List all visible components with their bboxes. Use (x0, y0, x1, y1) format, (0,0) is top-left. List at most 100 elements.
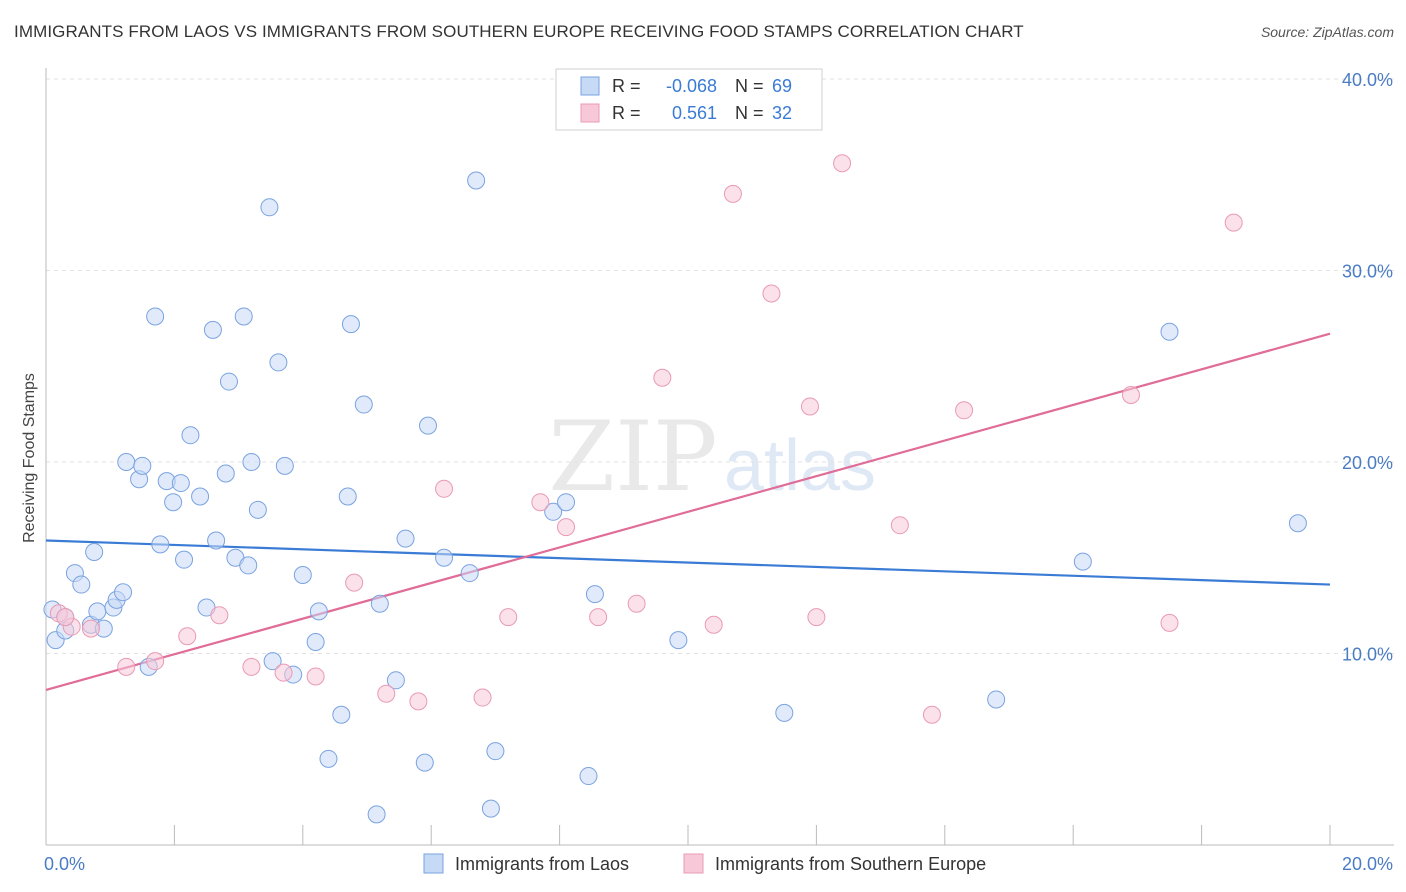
point-laos (415, 753, 434, 772)
stats-n-label-blue: N = (735, 76, 764, 96)
point-southern-europe (704, 615, 723, 634)
point-laos (481, 799, 500, 818)
point-laos (557, 493, 576, 512)
chart-title: IMMIGRANTS FROM LAOS VS IMMIGRANTS FROM … (14, 22, 1024, 41)
point-laos (306, 633, 325, 652)
stats-r-value-pink: 0.561 (672, 103, 717, 123)
point-southern-europe (81, 619, 100, 638)
y-axis-label: Receiving Food Stamps (21, 373, 38, 543)
point-laos (72, 575, 91, 594)
point-southern-europe (1121, 385, 1140, 404)
point-southern-europe (377, 684, 396, 703)
point-laos (191, 487, 210, 506)
point-laos (460, 564, 479, 583)
point-laos (203, 320, 222, 339)
point-laos (234, 307, 253, 326)
series-legend: Immigrants from Laos Immigrants from Sou… (423, 853, 986, 874)
point-laos (775, 703, 794, 722)
data-points (43, 154, 1307, 824)
point-southern-europe (531, 493, 550, 512)
point-laos (239, 556, 258, 575)
point-laos (117, 453, 136, 471)
point-laos (319, 749, 338, 768)
point-laos (987, 690, 1006, 709)
point-laos (88, 602, 107, 621)
point-laos (181, 426, 200, 445)
point-laos (1288, 514, 1307, 533)
point-laos (260, 198, 279, 217)
point-laos (435, 548, 454, 567)
point-laos (370, 594, 389, 613)
point-southern-europe (1224, 213, 1243, 232)
point-laos (669, 631, 688, 650)
point-southern-europe (499, 608, 518, 627)
point-laos (263, 652, 282, 671)
point-laos (171, 474, 190, 493)
stats-swatch-pink (580, 103, 600, 123)
point-southern-europe (117, 657, 136, 676)
point-laos (386, 671, 405, 690)
point-southern-europe (723, 184, 742, 203)
point-southern-europe (833, 154, 852, 173)
point-laos (175, 550, 194, 569)
point-southern-europe (146, 652, 165, 671)
point-laos (216, 464, 235, 483)
legend-swatch-laos (423, 853, 444, 874)
point-laos (293, 565, 312, 584)
legend-label-laos: Immigrants from Laos (455, 854, 629, 874)
legend-label-southern-europe: Immigrants from Southern Europe (715, 854, 986, 874)
point-laos (207, 531, 226, 550)
point-southern-europe (890, 516, 909, 535)
axes (45, 68, 1394, 846)
point-laos (332, 705, 351, 724)
stats-swatch-blue (580, 76, 600, 96)
source-credit: Source: ZipAtlas.com (1260, 24, 1394, 40)
point-laos (242, 453, 261, 471)
point-southern-europe (274, 663, 293, 682)
point-laos (396, 529, 415, 548)
point-southern-europe (653, 368, 672, 387)
point-laos (354, 395, 373, 414)
point-laos (341, 315, 360, 334)
point-laos (585, 585, 604, 604)
point-laos (85, 543, 104, 562)
y-tick-label: 20.0% (1342, 453, 1393, 473)
stats-r-value-blue: -0.068 (666, 76, 717, 96)
point-laos (579, 767, 598, 786)
y-tick-label: 40.0% (1342, 70, 1393, 90)
tick-labels: 10.0% 20.0% 30.0% 40.0% 0.0% 20.0% (44, 70, 1393, 874)
point-southern-europe (955, 401, 974, 420)
stats-legend: R = -0.068 N = 69 R = 0.561 N = 32 (555, 68, 823, 131)
point-laos (151, 535, 170, 554)
point-laos (544, 502, 563, 521)
point-laos (248, 500, 267, 519)
point-southern-europe (762, 284, 781, 303)
stats-legend-frame (555, 68, 823, 131)
point-laos (309, 602, 328, 621)
point-southern-europe (345, 573, 364, 592)
point-laos (1160, 322, 1179, 341)
point-southern-europe (922, 705, 941, 724)
point-southern-europe (473, 688, 492, 707)
point-southern-europe (807, 608, 826, 627)
x-tick-label: 0.0% (44, 854, 85, 874)
point-southern-europe (557, 518, 576, 537)
point-laos (367, 805, 386, 824)
stats-n-label-pink: N = (735, 103, 764, 123)
point-laos (133, 456, 152, 475)
trend-line-southern-europe (45, 332, 1331, 691)
stats-r-label-blue: R = (612, 76, 641, 96)
legend-swatch-southern-europe (683, 853, 704, 874)
point-laos (338, 487, 357, 506)
point-laos (146, 307, 165, 326)
point-laos (164, 493, 183, 512)
point-southern-europe (409, 692, 428, 711)
point-southern-europe (589, 608, 608, 627)
point-laos (418, 416, 437, 435)
stats-n-value-blue: 69 (772, 76, 792, 96)
point-southern-europe (56, 608, 75, 627)
y-tick-label: 30.0% (1342, 262, 1393, 282)
point-southern-europe (1160, 613, 1179, 632)
stats-r-label-pink: R = (612, 103, 641, 123)
